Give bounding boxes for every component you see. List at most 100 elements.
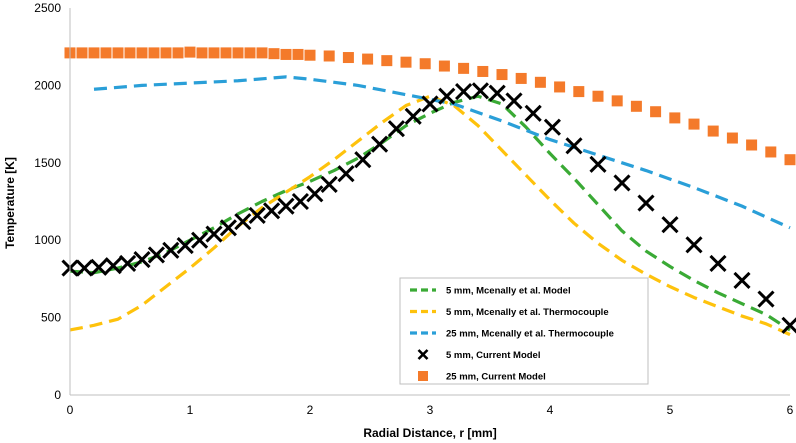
data-point [124, 47, 136, 59]
data-point [75, 259, 93, 277]
data-point [554, 81, 566, 93]
data-point [565, 137, 583, 155]
data-point [90, 258, 108, 276]
data-point [162, 241, 180, 259]
data-point [362, 53, 374, 65]
legend-item: 5 mm, Mcenally et al. Model [410, 286, 571, 297]
data-point [232, 47, 244, 59]
data-point [488, 84, 506, 102]
data-point [765, 146, 777, 158]
data-point [381, 55, 393, 67]
data-point [147, 246, 165, 264]
plot-area [61, 46, 796, 337]
data-point [688, 118, 700, 130]
series-3 [61, 82, 796, 334]
data-point [280, 48, 292, 60]
legend-swatch [417, 349, 429, 360]
x-axis-title: Radial Distance, r [mm] [363, 426, 496, 440]
series-layer [61, 46, 796, 337]
x-tick-labels: 0 1 2 3 4 5 6 [67, 403, 794, 417]
data-point [685, 236, 703, 254]
data-point [611, 95, 623, 107]
data-point [650, 106, 662, 118]
data-point [220, 47, 232, 59]
data-point [148, 47, 160, 59]
data-point [263, 202, 281, 220]
data-point [477, 65, 489, 77]
x-tick-label: 3 [427, 403, 434, 417]
legend-swatch [418, 371, 428, 381]
legend-label: 5 mm, Current Model [446, 350, 541, 361]
x-tick-label: 0 [67, 403, 74, 417]
data-point [256, 47, 268, 59]
y-tick-label: 500 [41, 311, 61, 325]
data-point [524, 104, 542, 122]
legend: 5 mm, Mcenally et al. Model 5 mm, Mcenall… [399, 277, 649, 385]
series-1 [69, 94, 791, 337]
data-point [244, 47, 256, 59]
legend-label: 5 mm, Mcenally et al. Model [446, 286, 571, 297]
data-point [248, 206, 266, 224]
y-axis-title: Temperature [K] [3, 157, 17, 249]
series-4 [64, 46, 796, 166]
legend-item: 25 mm, Current Model [418, 371, 546, 383]
data-point [637, 194, 655, 212]
series-line [69, 94, 791, 337]
data-point [88, 47, 100, 59]
data-point [219, 219, 237, 237]
data-point [438, 60, 450, 72]
data-point [112, 47, 124, 59]
data-point [784, 154, 796, 166]
data-point [709, 254, 727, 272]
data-point [304, 49, 316, 61]
legend-label: 25 mm, Current Model [446, 372, 546, 383]
data-point [104, 257, 122, 275]
data-point [176, 237, 194, 255]
data-point [419, 58, 431, 70]
data-point [661, 216, 679, 234]
data-point [505, 92, 523, 110]
legend-item: 25 mm, Mcenally et al. Thermocouple [410, 329, 614, 340]
series-2 [93, 75, 791, 230]
data-point [746, 139, 758, 151]
data-point [119, 254, 137, 272]
data-point [205, 225, 223, 243]
y-tick-label: 1500 [34, 156, 61, 170]
data-point [592, 90, 604, 102]
x-tick-label: 1 [187, 403, 194, 417]
data-point [400, 56, 412, 68]
data-point [337, 165, 355, 183]
data-point [191, 231, 209, 249]
data-point [160, 47, 172, 59]
data-point [342, 52, 354, 64]
data-point [573, 86, 585, 98]
legend-label: 5 mm, Mcenally et al. Thermocouple [446, 307, 609, 318]
data-point [726, 132, 738, 144]
x-tick-label: 5 [667, 403, 674, 417]
data-point [404, 107, 422, 125]
data-point [184, 46, 196, 58]
data-point [613, 174, 631, 192]
y-tick-label: 0 [54, 388, 61, 402]
legend-box [399, 277, 649, 385]
data-point [136, 47, 148, 59]
data-point [277, 197, 295, 215]
data-point [421, 95, 439, 113]
data-point [354, 151, 372, 169]
data-point [387, 120, 405, 138]
data-point [455, 83, 473, 101]
data-point [323, 50, 335, 62]
data-point [515, 72, 527, 84]
data-point [76, 47, 88, 59]
data-point [196, 47, 208, 59]
x-tick-label: 4 [547, 403, 554, 417]
data-point [291, 192, 309, 211]
data-point [707, 125, 719, 137]
data-point [306, 185, 324, 203]
data-point [733, 271, 751, 290]
data-point [292, 48, 304, 60]
data-point [534, 76, 546, 88]
data-point [471, 82, 489, 100]
data-point [371, 135, 389, 153]
